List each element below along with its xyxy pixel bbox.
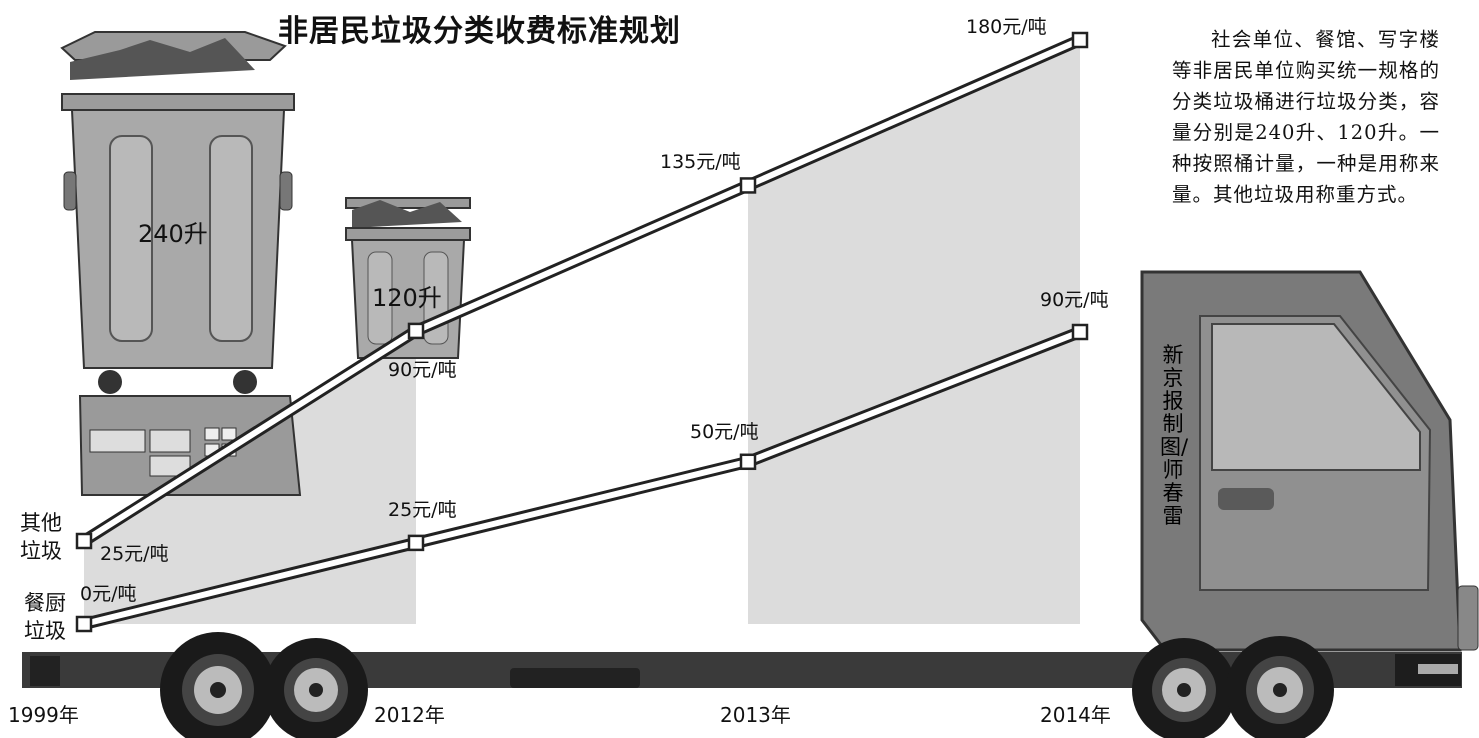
data-label: 180元/吨 bbox=[966, 16, 1047, 38]
credit-text: 新京报制图/师春雷 bbox=[1160, 343, 1189, 528]
data-label: 25元/吨 bbox=[388, 499, 457, 521]
x-tick-labels: 1999年 2012年 2013年 2014年 bbox=[8, 703, 1111, 727]
series-lines bbox=[80, 34, 1083, 630]
data-point bbox=[739, 453, 757, 471]
series-points bbox=[75, 31, 1089, 633]
data-point bbox=[75, 532, 93, 550]
large-bin-illustration bbox=[60, 31, 302, 496]
note-text: 社会单位、餐馆、写字楼等非居民单位购买统一规格的分类垃圾桶进行垃圾分类，容量分别… bbox=[1172, 28, 1440, 206]
data-label: 0元/吨 bbox=[80, 583, 137, 605]
data-label: 50元/吨 bbox=[690, 421, 759, 443]
x-tick-label: 2013年 bbox=[720, 703, 791, 727]
truck-wheels bbox=[160, 632, 1334, 738]
band-2013-2014 bbox=[748, 40, 1080, 624]
chart-title: 非居民垃圾分类收费标准规划 bbox=[278, 14, 681, 49]
data-label: 135元/吨 bbox=[660, 151, 741, 173]
series-line-1 bbox=[83, 329, 1082, 627]
series-name-label: 其他垃圾 bbox=[20, 511, 62, 563]
data-point bbox=[1071, 31, 1089, 49]
data-point bbox=[1071, 323, 1089, 341]
data-point bbox=[407, 322, 425, 340]
data-point bbox=[739, 177, 757, 194]
data-label: 90元/吨 bbox=[388, 359, 457, 381]
series-line-0 bbox=[82, 37, 1082, 544]
data-point bbox=[75, 615, 93, 633]
data-label: 25元/吨 bbox=[100, 543, 169, 565]
data-point bbox=[407, 534, 425, 552]
small-bin-label: 120升 bbox=[372, 284, 442, 312]
x-tick-label: 2014年 bbox=[1040, 703, 1111, 727]
large-bin-label: 240升 bbox=[138, 220, 208, 248]
series-name-label: 餐厨垃圾 bbox=[24, 591, 66, 643]
data-labels: 25元/吨 90元/吨 135元/吨 180元/吨 0元/吨 25元/吨 50元/吨 90元/… bbox=[80, 16, 1109, 605]
x-tick-label: 2012年 bbox=[374, 703, 445, 727]
data-label: 90元/吨 bbox=[1040, 289, 1109, 311]
x-tick-label: 1999年 bbox=[8, 703, 79, 727]
